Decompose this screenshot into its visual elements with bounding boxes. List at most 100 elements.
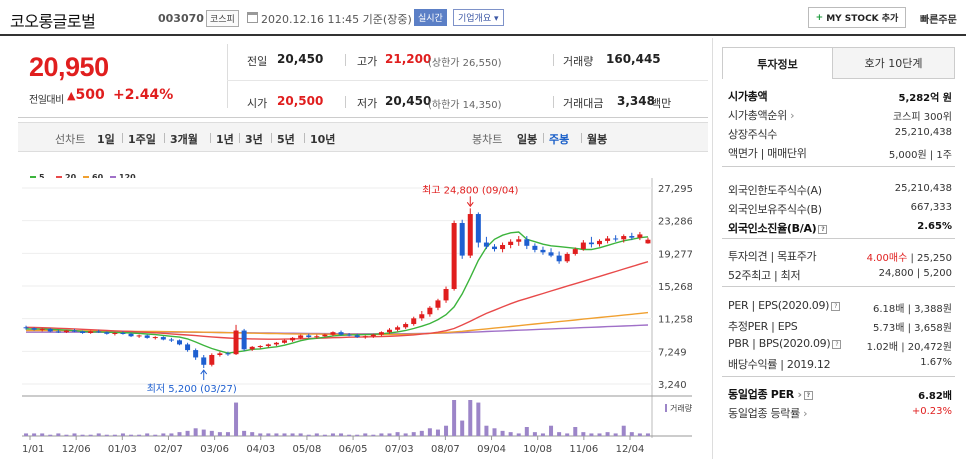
x-tick-label: 07/03 bbox=[385, 444, 414, 455]
candle-body bbox=[532, 245, 538, 250]
company-overview-dropdown[interactable]: 기업개요 ▾ bbox=[453, 9, 504, 26]
volume-bar bbox=[565, 433, 570, 436]
x-tick-label: 09/04 bbox=[477, 444, 506, 455]
volume-bar bbox=[217, 432, 222, 436]
candle-body bbox=[443, 288, 449, 301]
quick-order-link[interactable]: 빠른주문 bbox=[920, 15, 957, 26]
volume-bar bbox=[137, 434, 142, 436]
info-label: 상장주식수 bbox=[728, 126, 777, 142]
candle-body bbox=[128, 333, 134, 337]
candle-body bbox=[362, 336, 368, 338]
stock-header bbox=[0, 0, 966, 36]
info-label: PER | EPS(2020.09)? bbox=[728, 299, 841, 312]
tab-order-book[interactable]: 호가 10단계 bbox=[833, 47, 955, 79]
prev-close-label: 전일 bbox=[247, 55, 268, 68]
line-chart-label: 선차트 bbox=[55, 133, 86, 146]
info-label: 52주최고 | 최저 bbox=[728, 267, 801, 283]
candle-body bbox=[540, 249, 546, 253]
volume-bar bbox=[589, 433, 594, 436]
prev-close-value: 20,450 bbox=[277, 52, 324, 66]
high-value: 21,200 bbox=[385, 52, 432, 66]
candle-3[interactable]: 월봉 bbox=[587, 133, 608, 146]
tab-investment-info[interactable]: 투자정보 bbox=[722, 47, 833, 79]
info-label[interactable]: 시가총액순위 › bbox=[728, 107, 795, 123]
volume-bar bbox=[225, 432, 230, 436]
candle-body bbox=[201, 357, 207, 365]
info-value: 25,210,438 bbox=[894, 127, 952, 138]
volume-bar bbox=[597, 433, 602, 436]
candle-body bbox=[564, 253, 570, 262]
period-bar bbox=[18, 122, 708, 152]
period-2[interactable]: 1주일 bbox=[128, 133, 156, 146]
ma5-line bbox=[25, 231, 649, 354]
candle-body bbox=[249, 346, 255, 350]
stock-chart[interactable]: 27,295 23,286 19,277 15,268 11,258 7,249 3,240… bbox=[22, 178, 692, 459]
help-icon[interactable]: ? bbox=[818, 224, 828, 234]
divider bbox=[239, 133, 240, 143]
x-tick-label: 04/03 bbox=[246, 444, 275, 455]
y-tick-label: 15,268 bbox=[658, 282, 692, 293]
volume-bar bbox=[508, 432, 513, 436]
company-overview-label: 기업개요 bbox=[458, 14, 492, 24]
candle-body bbox=[483, 242, 489, 247]
period-1[interactable]: 1일 bbox=[97, 133, 115, 146]
candle-1[interactable]: 일봉 bbox=[517, 133, 538, 146]
candle-2[interactable]: 주봉 bbox=[549, 133, 570, 146]
volume-bar bbox=[161, 433, 166, 436]
candle-body bbox=[177, 340, 182, 345]
volume-bar bbox=[613, 433, 618, 436]
volume-bar bbox=[637, 433, 642, 436]
divider bbox=[722, 238, 955, 239]
help-icon[interactable]: ? bbox=[832, 339, 842, 349]
candle-body bbox=[31, 328, 37, 330]
divider bbox=[543, 133, 544, 143]
help-icon[interactable]: ? bbox=[803, 390, 813, 400]
candle-body bbox=[629, 236, 635, 238]
volume-bar bbox=[540, 433, 545, 436]
high-label: 고가 bbox=[357, 55, 378, 68]
info-label[interactable]: 동일업종 PER ›? bbox=[728, 386, 813, 402]
volume-bar bbox=[581, 432, 586, 436]
x-tick-label: 12/06 bbox=[62, 444, 91, 455]
info-value: 4.00매수 | 25,250 bbox=[867, 249, 952, 264]
volume-bar bbox=[468, 400, 473, 436]
volume-bar bbox=[629, 432, 634, 436]
low-arrow-head bbox=[200, 369, 208, 375]
period-4[interactable]: 1년 bbox=[216, 133, 234, 146]
divider bbox=[581, 133, 582, 143]
period-3[interactable]: 3개월 bbox=[170, 133, 198, 146]
volume-bar bbox=[524, 427, 529, 436]
volume-bar bbox=[435, 429, 440, 436]
info-label[interactable]: 동일업종 등락률 › bbox=[728, 405, 808, 421]
realtime-badge[interactable]: 실시간 bbox=[414, 9, 447, 26]
period-6[interactable]: 5년 bbox=[277, 133, 295, 146]
volume-bar bbox=[153, 434, 158, 436]
info-label-text: 동일업종 PER bbox=[728, 388, 794, 401]
candle-body bbox=[136, 335, 142, 337]
volume-bar bbox=[403, 433, 408, 436]
volume-bar bbox=[444, 425, 449, 436]
volume-bar bbox=[145, 433, 150, 436]
candle-body bbox=[185, 344, 191, 351]
period-7[interactable]: 10년 bbox=[310, 133, 336, 146]
candle-body bbox=[354, 335, 360, 338]
trade-value-label: 거래대금 bbox=[563, 97, 604, 110]
volume-bar bbox=[492, 428, 497, 436]
up-triangle-icon: ▲ bbox=[67, 89, 76, 102]
mystock-add-button[interactable]: + MY STOCK 추가 bbox=[808, 7, 906, 28]
change-amount: ▲500 bbox=[67, 87, 105, 103]
info-label-text: 배당수익률 | 2019.12 bbox=[728, 358, 831, 371]
candle-body bbox=[265, 344, 271, 347]
help-icon[interactable]: ? bbox=[831, 301, 841, 311]
x-tick-label: 08/07 bbox=[431, 444, 460, 455]
legend-label: 120 bbox=[119, 173, 136, 182]
volume-bar bbox=[185, 430, 190, 436]
volume-bar bbox=[379, 433, 384, 436]
period-5[interactable]: 3년 bbox=[245, 133, 263, 146]
high-arrow-head bbox=[466, 202, 474, 208]
x-tick-label: 05/08 bbox=[293, 444, 322, 455]
info-label-text: 시가총액 bbox=[728, 90, 768, 103]
volume-bar bbox=[460, 420, 465, 436]
legend-label: 5 bbox=[39, 173, 45, 182]
info-value: 2.65% bbox=[917, 221, 952, 232]
